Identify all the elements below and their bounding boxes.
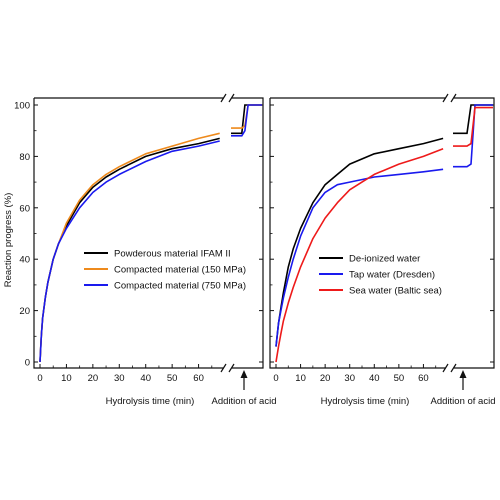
acid-label-left: Addition of acid [212,396,277,407]
acid-label-right: Addition of acid [431,396,496,407]
xlabel-left: Hydrolysis time (min) [106,396,195,407]
axis-break-mark [228,93,235,103]
x-tick-label: 10 [61,373,72,384]
x-tick-label: 30 [344,373,355,384]
axes-frame [33,97,264,369]
y-tick-label: 80 [19,152,30,163]
axes-frame [269,97,495,369]
series-line-1 [275,168,444,347]
y-tick-label: 20 [19,306,30,317]
series-line-2 [275,147,444,363]
x-tick-label: 40 [140,373,151,384]
x-tick-label: 0 [273,373,278,384]
x-tick-label: 0 [37,373,42,384]
x-tick-label: 20 [320,373,331,384]
series-line-0 [275,137,444,347]
x-tick-label: 10 [295,373,306,384]
axis-break-mark [450,93,457,103]
acid-arrow-head [240,370,248,378]
legend-label-2: Compacted material (750 MPa) [114,281,246,292]
x-tick-label: 60 [418,373,429,384]
axis-break-mark [220,93,227,103]
legend-label-1: Compacted material (150 MPa) [114,265,246,276]
axis-break-mark [442,363,449,373]
x-tick-label: 20 [88,373,99,384]
y-tick-label: 60 [19,203,30,214]
series-acid-line-2 [231,104,262,137]
x-tick-label: 50 [394,373,405,384]
x-tick-label: 60 [193,373,204,384]
panel-left: 0 10 20 30 40 50 60 0 20 40 60 80 100 Powderous mater… [14,93,264,390]
series-line-2 [39,140,220,363]
acid-arrow-head [459,370,467,378]
legend-label-1: Tap water (Dresden) [349,270,435,281]
legend-label-2: Sea water (Baltic sea) [349,286,442,297]
axis-break-mark [450,363,457,373]
series-acid-line-2 [453,106,493,147]
figure-ylabel: Reaction progress (%) [3,193,14,288]
x-tick-label: 40 [369,373,380,384]
legend-label-0: De-ionized water [349,254,420,265]
xlabel-right: Hydrolysis time (min) [321,396,410,407]
x-tick-label: 50 [167,373,178,384]
x-tick-label: 30 [114,373,125,384]
y-tick-label: 100 [14,101,30,112]
axis-break-mark [220,363,227,373]
y-tick-label: 40 [19,255,30,266]
legend-label-0: Powderous material IFAM II [114,249,231,260]
axis-break-mark [228,363,235,373]
y-tick-label: 0 [25,358,30,369]
axis-break-mark [442,93,449,103]
series-acid-line-1 [453,104,493,168]
panel-right: 0 10 20 30 40 50 60 De-ionized water Tap water (… [269,93,495,390]
